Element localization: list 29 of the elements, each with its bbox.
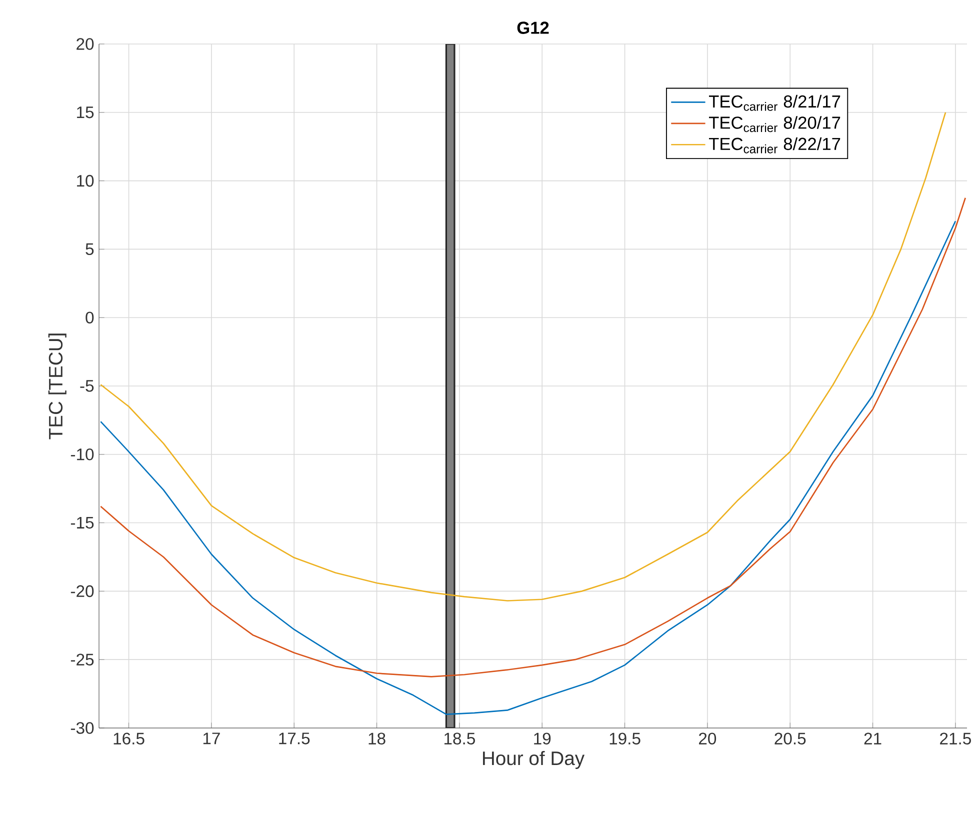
x-tick-label: 18 <box>368 732 386 744</box>
y-tick-label: -5 <box>80 380 94 392</box>
x-tick-label: 17 <box>203 732 220 744</box>
x-tick-label: 20.5 <box>774 732 806 744</box>
y-tick-label: -20 <box>70 585 94 598</box>
x-tick-label: 21.5 <box>940 732 971 744</box>
y-axis-title: TEC [TECU] <box>48 334 66 440</box>
legend-label: TEC$_{carrier}$ 8/22/17 <box>709 137 840 154</box>
x-tick-label: 16.5 <box>114 732 144 744</box>
y-tick-label: -15 <box>70 516 94 529</box>
y-tick-label: 5 <box>86 243 94 256</box>
chart-title: G12 <box>517 22 549 34</box>
x-tick-label: 19 <box>534 732 551 744</box>
y-tick-label: 20 <box>76 38 94 50</box>
x-tick-label: 18.5 <box>444 732 475 744</box>
y-tick-label: 10 <box>77 174 94 187</box>
x-tick-label: 19.5 <box>610 732 640 744</box>
x-axis-title: Hour of Day <box>483 750 585 769</box>
line-series <box>100 112 946 602</box>
y-tick-label: -10 <box>70 448 94 460</box>
x-tick-label: 20 <box>699 732 716 744</box>
x-tick-label: 21 <box>864 732 882 744</box>
legend-label: TEC$_{carrier}$ 8/20/17 <box>709 116 840 132</box>
x-tick-label: 17.5 <box>279 732 310 744</box>
y-tick-label: 0 <box>86 312 94 324</box>
y-tick-label: 15 <box>77 106 94 118</box>
legend-label: TEC$_{carrier}$ 8/21/17 <box>709 94 840 111</box>
y-tick-label: -30 <box>70 722 94 734</box>
y-tick-label: -25 <box>70 654 94 666</box>
